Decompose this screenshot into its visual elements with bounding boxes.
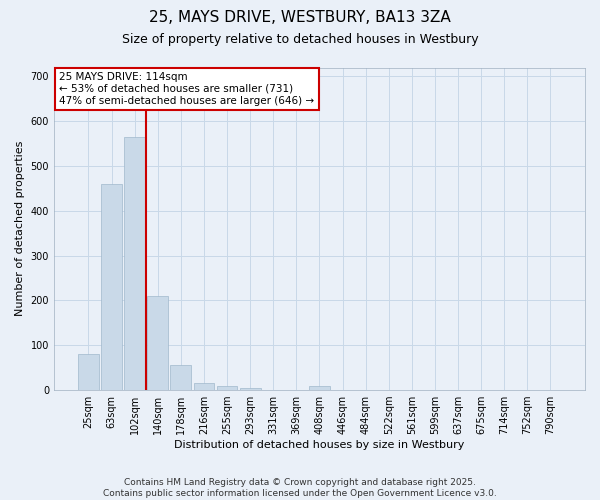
Bar bbox=[194, 384, 214, 390]
Bar bbox=[217, 386, 238, 390]
Bar bbox=[170, 366, 191, 390]
Bar bbox=[309, 386, 330, 390]
Text: 25, MAYS DRIVE, WESTBURY, BA13 3ZA: 25, MAYS DRIVE, WESTBURY, BA13 3ZA bbox=[149, 10, 451, 25]
Text: Size of property relative to detached houses in Westbury: Size of property relative to detached ho… bbox=[122, 32, 478, 46]
Bar bbox=[124, 137, 145, 390]
Bar bbox=[101, 184, 122, 390]
Text: Contains HM Land Registry data © Crown copyright and database right 2025.
Contai: Contains HM Land Registry data © Crown c… bbox=[103, 478, 497, 498]
X-axis label: Distribution of detached houses by size in Westbury: Distribution of detached houses by size … bbox=[174, 440, 464, 450]
Bar bbox=[240, 388, 260, 390]
Bar bbox=[78, 354, 99, 390]
Bar bbox=[148, 296, 168, 390]
Y-axis label: Number of detached properties: Number of detached properties bbox=[15, 141, 25, 316]
Text: 25 MAYS DRIVE: 114sqm
← 53% of detached houses are smaller (731)
47% of semi-det: 25 MAYS DRIVE: 114sqm ← 53% of detached … bbox=[59, 72, 314, 106]
